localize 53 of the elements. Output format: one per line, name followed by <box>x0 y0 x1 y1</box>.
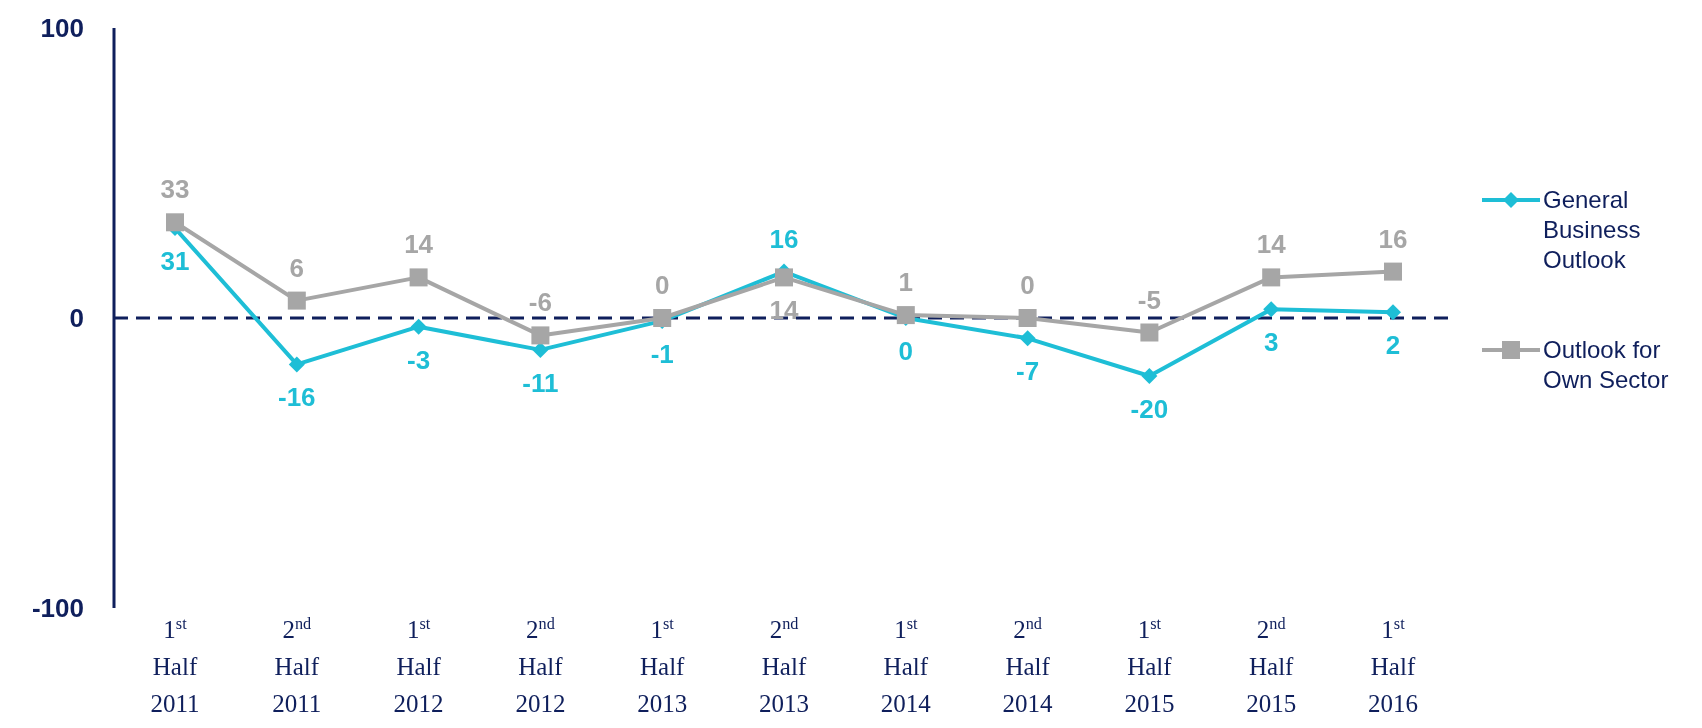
data-label: -7 <box>1016 356 1040 387</box>
category-label: 2$^{nd}$ Half 2014 <box>1002 615 1053 717</box>
data-label: 0 <box>898 336 914 366</box>
category-label: 1$^{st}$ Half 2011 <box>150 615 200 717</box>
point <box>1385 304 1401 321</box>
point <box>896 306 915 325</box>
point <box>409 268 428 287</box>
point <box>166 213 184 232</box>
category-label: 1$^{st}$ Half 2014 <box>880 615 931 717</box>
data-label: 1 <box>898 267 914 298</box>
point <box>1019 330 1036 347</box>
point <box>1141 368 1158 384</box>
category-label: 1$^{st}$ Half 2013 <box>637 615 688 717</box>
point <box>775 268 793 287</box>
point <box>410 318 427 335</box>
point <box>287 291 306 310</box>
data-label: -6 <box>528 287 552 318</box>
data-label: -5 <box>1137 284 1161 315</box>
y-tick-label: 100 <box>40 13 84 44</box>
data-label: -20 <box>1130 394 1169 424</box>
data-label: 2 <box>1385 330 1401 361</box>
data-label: 16 <box>769 223 799 254</box>
y-tick-label: -100 <box>31 593 84 624</box>
data-label: 0 <box>654 270 670 300</box>
legend-label: General Business Outlook <box>1543 186 1641 273</box>
data-label: 33 <box>160 174 190 205</box>
point <box>1384 262 1402 281</box>
category-label: 2$^{nd}$ Half 2012 <box>515 615 566 717</box>
data-label: -16 <box>278 382 316 413</box>
category-label: 1$^{st}$ Half 2012 <box>393 615 444 717</box>
point <box>1140 323 1159 342</box>
point <box>1263 301 1280 318</box>
category-label: 2$^{nd}$ Half 2015 <box>1246 615 1297 717</box>
data-label: 6 <box>289 252 305 283</box>
point <box>1018 309 1037 327</box>
data-label: 3 <box>1263 327 1279 358</box>
category-label: 2$^{nd}$ Half 2011 <box>272 615 322 717</box>
point <box>1262 268 1281 287</box>
point <box>531 326 550 345</box>
data-label: 0 <box>1020 270 1035 300</box>
category-label: 1$^{st}$ Half 2016 <box>1368 615 1418 717</box>
category-label: 1$^{st}$ Half 2015 <box>1124 615 1175 717</box>
data-label: 14 <box>404 229 434 260</box>
data-label: -11 <box>522 367 559 398</box>
data-label: -1 <box>650 338 674 369</box>
y-tick-label: 0 <box>69 303 84 334</box>
legend-label: Outlook for Own Sector <box>1543 336 1669 393</box>
data-label: 16 <box>1378 223 1408 254</box>
category-label: 2$^{nd}$ Half 2013 <box>759 615 809 717</box>
data-label: 31 <box>160 246 190 277</box>
point <box>288 356 305 373</box>
data-label: -3 <box>407 344 431 375</box>
data-label: 14 <box>1256 229 1287 260</box>
